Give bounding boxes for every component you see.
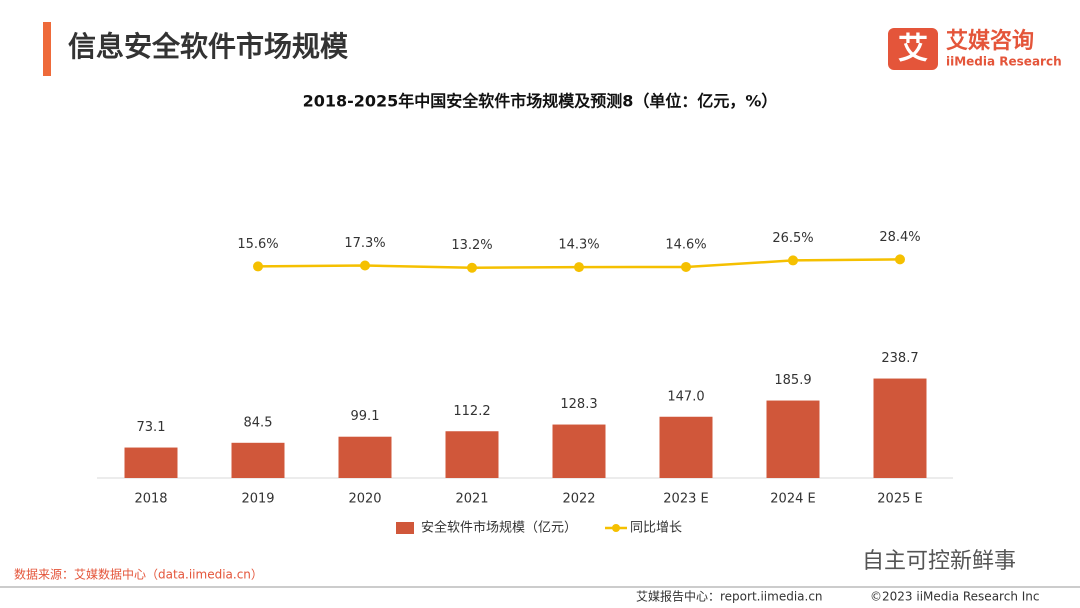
bar <box>659 416 713 478</box>
page-title: 信息安全软件市场规模 <box>68 30 349 63</box>
footer-report: 艾媒报告中心：report.iimedia.cn <box>636 589 823 604</box>
bar-label: 128.3 <box>560 397 597 412</box>
logo-sub: iiMedia Research <box>946 55 1062 69</box>
x-tick-label: 2022 <box>562 492 595 507</box>
legend-swatch <box>396 522 414 534</box>
bar-label: 147.0 <box>667 389 704 404</box>
footer-copyright: ©2023 iiMedia Research Inc <box>870 590 1039 604</box>
line-label: 28.4% <box>879 230 920 245</box>
line-point <box>467 262 477 273</box>
bar-label: 99.1 <box>351 409 380 424</box>
line-label: 26.5% <box>772 231 813 246</box>
logo-box <box>888 28 938 70</box>
line-point <box>681 261 691 272</box>
line-label: 14.3% <box>558 238 599 253</box>
x-tick-label: 2024 E <box>770 492 815 507</box>
bar-label: 84.5 <box>244 415 273 430</box>
legend-label: 同比增长 <box>630 521 682 536</box>
x-tick-label: 2025 E <box>877 492 922 507</box>
bar-label: 238.7 <box>881 351 918 366</box>
bar <box>552 424 606 478</box>
bar <box>766 400 820 478</box>
bar-label: 73.1 <box>137 420 166 435</box>
legend-label: 安全软件市场规模（亿元） <box>421 520 577 536</box>
line-label: 17.3% <box>344 236 385 251</box>
line-point <box>253 261 263 272</box>
line-point <box>788 255 798 266</box>
x-tick-label: 2018 <box>134 492 167 507</box>
line-label: 14.6% <box>665 237 706 252</box>
x-tick-label: 2019 <box>241 492 274 507</box>
bar-label: 185.9 <box>774 373 811 388</box>
bar <box>124 447 178 478</box>
bar <box>873 378 927 478</box>
watermark: 自主可控新鲜事 <box>862 549 1016 574</box>
bar <box>445 431 499 478</box>
title-accent <box>43 22 51 76</box>
chart-title: 2018-2025年中国安全软件市场规模及预测8（单位：亿元，%） <box>303 92 778 111</box>
legend-swatch-dot <box>612 524 621 532</box>
x-tick-label: 2021 <box>455 492 488 507</box>
x-tick-label: 2023 E <box>663 492 708 507</box>
line-label: 15.6% <box>237 237 278 252</box>
line-point <box>360 260 370 271</box>
line-point <box>895 254 905 265</box>
logo-mark: 艾 <box>898 32 928 67</box>
bar <box>231 442 285 478</box>
x-tick-label: 2020 <box>348 492 381 507</box>
source: 数据来源：艾媒数据中心（data.iimedia.cn） <box>14 567 263 582</box>
bar <box>338 436 392 478</box>
bar-label: 112.2 <box>453 404 490 419</box>
line-label: 13.2% <box>451 238 492 253</box>
line-point <box>574 262 584 273</box>
logo-name: 艾媒咨询 <box>946 28 1034 54</box>
